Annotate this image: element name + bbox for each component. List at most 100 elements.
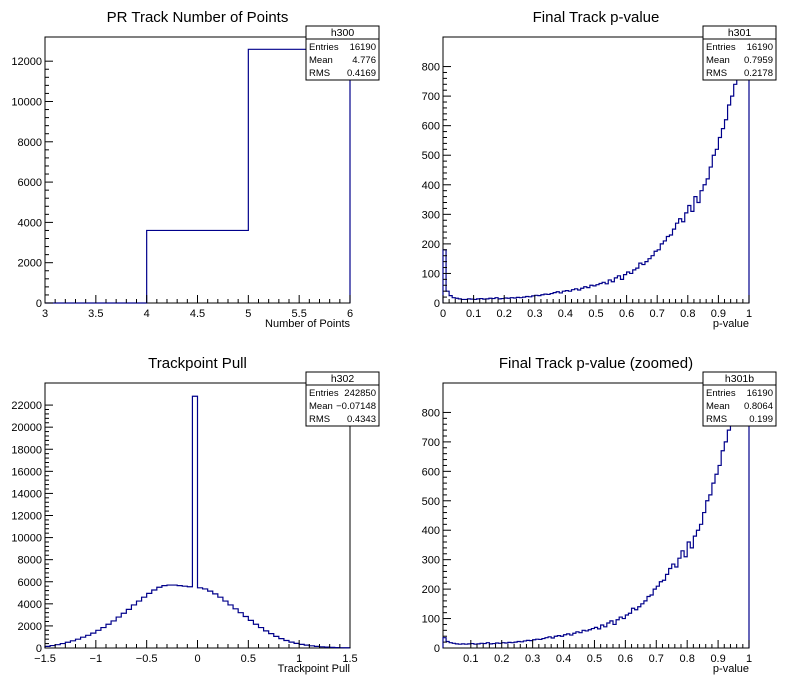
stats-value: 16190 <box>747 388 773 399</box>
y-tick-label: 300 <box>422 555 440 567</box>
y-tick-label: 8000 <box>18 137 42 149</box>
y-tick-label: 600 <box>422 466 440 478</box>
y-tick-label: 12000 <box>11 56 42 68</box>
stats-box-frame <box>702 25 777 81</box>
x-tick-label: −1.5 <box>34 653 56 665</box>
stats-value: 16190 <box>747 42 773 53</box>
stats-box-name: h301 <box>728 27 752 39</box>
chart-title: Trackpoint Pull <box>148 355 247 372</box>
stats-value: 0.199 <box>749 414 773 425</box>
y-tick-label: 6000 <box>18 177 42 189</box>
x-tick-label: 0 <box>440 308 446 320</box>
x-tick-label: 0.5 <box>588 308 603 320</box>
stats-box-frame <box>305 25 380 81</box>
histogram-line <box>442 45 750 303</box>
x-axis-label: Trackpoint Pull <box>278 663 350 675</box>
x-tick-label: 0.2 <box>494 653 509 665</box>
x-tick-label: 5.5 <box>292 308 307 320</box>
x-tick-label: 1 <box>746 653 752 665</box>
stats-label: Mean <box>309 401 333 412</box>
stats-label: Entries <box>706 42 736 53</box>
y-tick-label: 12000 <box>11 511 42 523</box>
x-tick-label: −1 <box>90 653 103 665</box>
x-tick-label: 0.3 <box>525 653 540 665</box>
x-tick-label: −0.5 <box>136 653 158 665</box>
y-tick-label: 0 <box>434 643 440 655</box>
y-tick-label: 2000 <box>18 258 42 270</box>
stats-label: RMS <box>309 68 330 79</box>
pad-3: Final Track p-value (zoomed) 0.1 0.2 0.3 0.4… <box>422 355 777 675</box>
x-tick-label: 0.5 <box>241 653 256 665</box>
y-tick-label: 400 <box>422 180 440 192</box>
plot-frame <box>44 36 351 304</box>
x-tick-label: 0.7 <box>649 653 664 665</box>
pad-1: Final Track p-value 0 0.1 0.2 0.3 0.4 0.5 0.6 0.… <box>422 9 777 330</box>
y-tick-label: 400 <box>422 525 440 537</box>
x-tick-label: 1.5 <box>342 653 357 665</box>
chart-title: Final Track p-value (zoomed) <box>499 355 693 372</box>
stats-label: Mean <box>706 55 730 66</box>
y-tick-label: 700 <box>422 91 440 103</box>
x-tick-label: 0.6 <box>618 653 633 665</box>
pad-2: Trackpoint Pull −1.5 −1 −0.5 0 0.5 1 1.5 0 2000 40… <box>11 355 380 675</box>
stats-value: 16190 <box>350 42 376 53</box>
stats-label: Entries <box>309 388 339 399</box>
stats-value: 0.7959 <box>744 55 773 66</box>
y-tick-label: 4000 <box>18 599 42 611</box>
x-tick-label: 0.1 <box>466 308 481 320</box>
x-tick-label: 4 <box>144 308 150 320</box>
x-tick-label: 0 <box>194 653 200 665</box>
y-tick-label: 8000 <box>18 555 42 567</box>
y-tick-label: 4000 <box>18 217 42 229</box>
x-tick-label: 0.3 <box>527 308 542 320</box>
stats-box-frame <box>305 371 380 427</box>
y-tick-label: 100 <box>422 268 440 280</box>
stats-value: 4.776 <box>352 55 376 66</box>
x-tick-label: 0.1 <box>463 653 478 665</box>
stats-label: Entries <box>309 42 339 53</box>
stats-box: h300 Entries 16190 Mean 4.776 RMS 0.4169 <box>305 25 380 81</box>
x-tick-label: 6 <box>347 308 353 320</box>
x-tick-label: 0.8 <box>680 653 695 665</box>
x-tick-label: 0.6 <box>619 308 634 320</box>
chart-title: Final Track p-value <box>533 9 660 26</box>
x-tick-label: 0.4 <box>558 308 573 320</box>
histogram-line <box>442 391 750 648</box>
stats-box-name: h300 <box>331 27 355 39</box>
y-tick-label: 18000 <box>11 444 42 456</box>
y-tick-label: 500 <box>422 496 440 508</box>
x-tick-label: 0.8 <box>680 308 695 320</box>
y-tick-label: 200 <box>422 584 440 596</box>
stats-value: −0.07148 <box>336 401 376 412</box>
x-tick-label: 5 <box>245 308 251 320</box>
y-tick-label: 10000 <box>11 96 42 108</box>
histogram-line <box>45 48 351 304</box>
y-tick-label: 0 <box>36 298 42 310</box>
x-tick-label: 3.5 <box>88 308 103 320</box>
x-tick-label: 1 <box>746 308 752 320</box>
stats-box-name: h301b <box>725 373 754 385</box>
stats-label: RMS <box>309 414 330 425</box>
histogram-line <box>44 395 351 649</box>
stats-value: 0.8064 <box>744 401 773 412</box>
y-tick-label: 6000 <box>18 577 42 589</box>
x-tick-label: 0.7 <box>650 308 665 320</box>
y-tick-label: 10000 <box>11 533 42 545</box>
x-tick-label: 0.2 <box>497 308 512 320</box>
x-axis-label: p-value <box>713 663 749 675</box>
y-tick-label: 0 <box>36 643 42 655</box>
y-tick-label: 700 <box>422 437 440 449</box>
stats-box: h301b Entries 16190 Mean 0.8064 RMS 0.199 <box>702 371 777 427</box>
x-tick-label: 0.4 <box>556 653 571 665</box>
y-tick-label: 22000 <box>11 400 42 412</box>
y-tick-label: 14000 <box>11 488 42 500</box>
stats-label: Mean <box>309 55 333 66</box>
stats-box: h301 Entries 16190 Mean 0.7959 RMS 0.2178 <box>702 25 777 81</box>
x-tick-label: 1 <box>296 653 302 665</box>
x-tick-label: 3 <box>42 308 48 320</box>
stats-label: RMS <box>706 68 727 79</box>
y-tick-label: 16000 <box>11 466 42 478</box>
y-tick-label: 100 <box>422 614 440 626</box>
y-tick-label: 2000 <box>18 621 42 633</box>
stats-label: Entries <box>706 388 736 399</box>
